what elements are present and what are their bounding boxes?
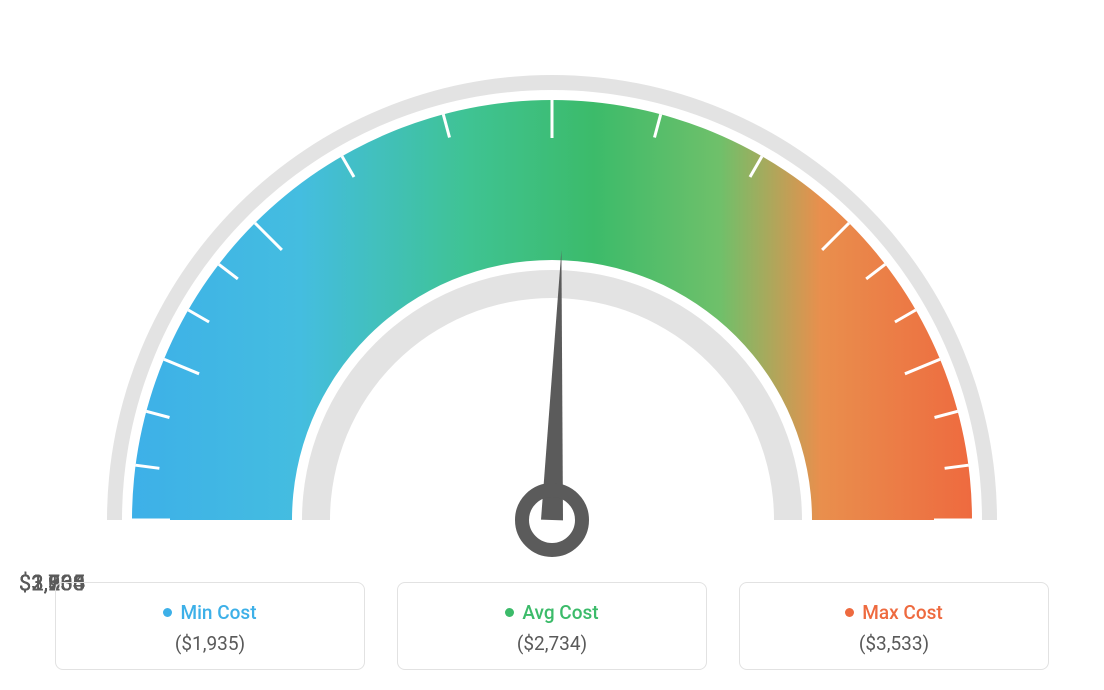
legend-card-max: Max Cost ($3,533) <box>739 582 1049 670</box>
legend-title-min: Min Cost <box>163 601 256 624</box>
gauge-chart: $1,935$2,135$2,335$2,734$3,000$3,266$3,5… <box>52 20 1052 580</box>
legend-value-min: ($1,935) <box>66 632 354 655</box>
gauge-svg <box>52 20 1052 580</box>
legend-row: Min Cost ($1,935) Avg Cost ($2,734) Max … <box>0 582 1104 670</box>
dot-icon <box>845 608 854 617</box>
legend-title-text: Min Cost <box>180 601 256 624</box>
legend-title-text: Avg Cost <box>522 601 598 624</box>
legend-title-text: Max Cost <box>862 601 942 624</box>
legend-value-avg: ($2,734) <box>408 632 696 655</box>
legend-card-min: Min Cost ($1,935) <box>55 582 365 670</box>
legend-value-max: ($3,533) <box>750 632 1038 655</box>
legend-title-avg: Avg Cost <box>505 601 598 624</box>
legend-card-avg: Avg Cost ($2,734) <box>397 582 707 670</box>
dot-icon <box>163 608 172 617</box>
dot-icon <box>505 608 514 617</box>
legend-title-max: Max Cost <box>845 601 942 624</box>
